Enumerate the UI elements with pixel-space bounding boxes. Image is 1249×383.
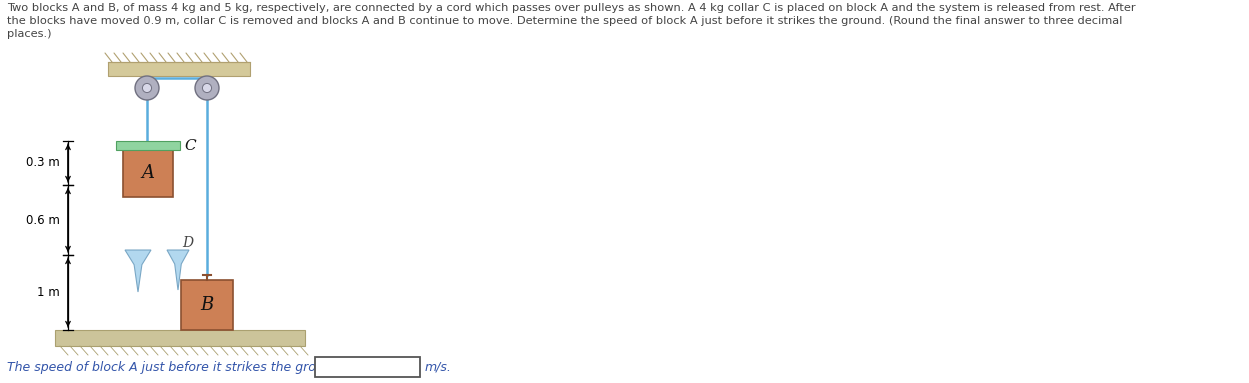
Text: Two blocks A and B, of mass 4 kg and 5 kg, respectively, are connected by a cord: Two blocks A and B, of mass 4 kg and 5 k… (7, 3, 1135, 39)
Text: D: D (182, 236, 194, 250)
Text: 0.3 m: 0.3 m (26, 157, 60, 170)
Text: C: C (184, 139, 196, 152)
Bar (122, 150, 174, 197)
Bar (107, 62, 250, 76)
Text: 0.6 m: 0.6 m (26, 213, 60, 226)
Circle shape (202, 83, 211, 93)
Circle shape (142, 83, 151, 93)
Bar (315, 357, 420, 377)
Polygon shape (167, 250, 189, 290)
Bar (55, 330, 305, 346)
Text: The speed of block A just before it strikes the ground is: The speed of block A just before it stri… (7, 360, 353, 373)
Circle shape (135, 76, 159, 100)
Text: m/s.: m/s. (425, 360, 452, 373)
Circle shape (195, 76, 219, 100)
Bar (116, 141, 180, 150)
Text: B: B (200, 296, 214, 314)
Text: A: A (141, 165, 155, 183)
Text: 1 m: 1 m (37, 286, 60, 299)
Polygon shape (125, 250, 151, 292)
Bar (181, 280, 234, 330)
